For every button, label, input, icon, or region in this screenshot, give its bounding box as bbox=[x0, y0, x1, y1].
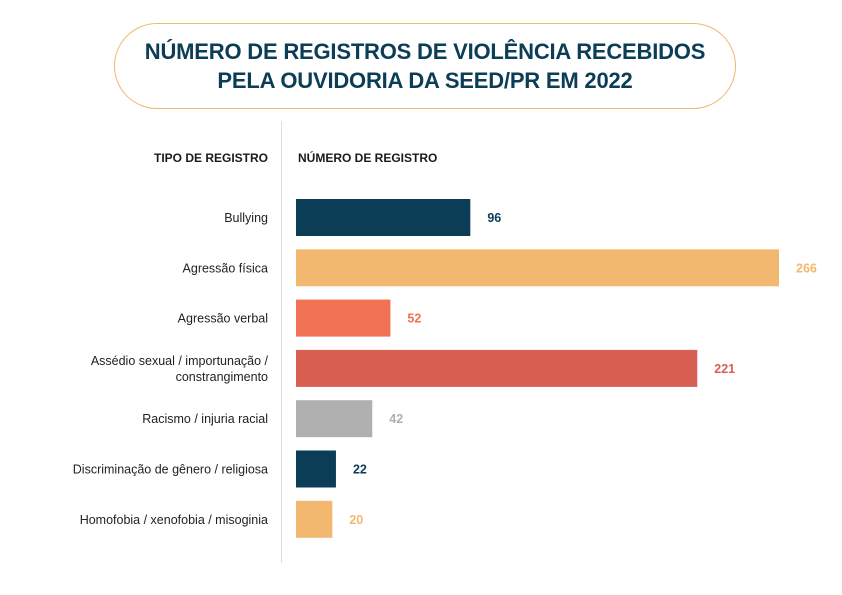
category-divider bbox=[281, 121, 282, 563]
value-label-6: 20 bbox=[349, 513, 363, 527]
bar-1 bbox=[296, 249, 779, 287]
category-label-5: Discriminação de gênero / religiosa bbox=[73, 463, 268, 477]
value-label-1: 266 bbox=[796, 261, 817, 275]
category-label-6: Homofobia / xenofobia / misoginia bbox=[80, 513, 268, 527]
value-label-0: 96 bbox=[487, 211, 501, 225]
bar-6 bbox=[296, 500, 333, 538]
bar-5 bbox=[296, 450, 336, 488]
bar-0 bbox=[296, 199, 471, 236]
bar-2 bbox=[296, 299, 391, 337]
bar-4 bbox=[296, 400, 373, 438]
chart-title-line-1: NÚMERO DE REGISTROS DE VIOLÊNCIA RECEBID… bbox=[144, 39, 706, 64]
bar-3 bbox=[296, 349, 698, 387]
chart-title-line-2: PELA OUVIDORIA DA SEED/PR EM 2022 bbox=[217, 68, 633, 93]
value-label-5: 22 bbox=[353, 463, 367, 477]
value-label-4: 42 bbox=[389, 412, 403, 426]
category-label-0: Bullying bbox=[224, 211, 268, 225]
chart-title-box: NÚMERO DE REGISTROS DE VIOLÊNCIA RECEBID… bbox=[114, 23, 736, 109]
value-label-2: 52 bbox=[407, 312, 421, 326]
value-label-3: 221 bbox=[714, 362, 735, 376]
category-label-3-line-0: Assédio sexual / importunação / bbox=[91, 354, 269, 368]
category-label-4: Racismo / injuria racial bbox=[142, 412, 268, 426]
category-column-header: TIPO DE REGISTRO bbox=[153, 151, 268, 165]
category-label-1: Agressão física bbox=[183, 261, 269, 275]
value-column-header: NÚMERO DE REGISTRO bbox=[298, 151, 438, 165]
category-label-2: Agressão verbal bbox=[178, 312, 268, 326]
category-label-3-line-1: constrangimento bbox=[176, 370, 268, 384]
